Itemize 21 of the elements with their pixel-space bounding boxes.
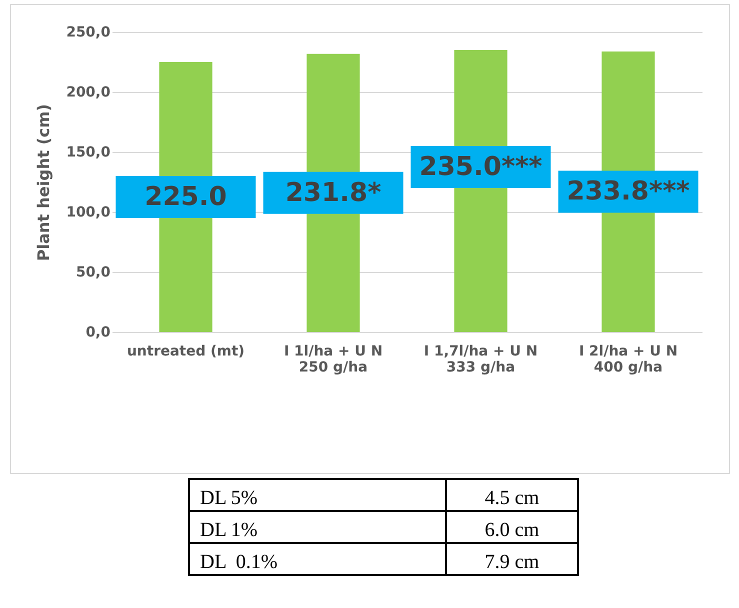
text: 4.5 cm [446, 479, 578, 511]
x-tick-label: I 1l/ha + U N 250 g/ha [284, 344, 383, 376]
text: DL 1% [189, 511, 446, 543]
text: 6.0 cm [446, 511, 578, 543]
y-tick-label: 150,0 [66, 144, 111, 160]
text: 7.9 cm [446, 543, 578, 575]
x-tick-label: I 1,7l/ha + U N 333 g/ha [424, 344, 538, 376]
data-label: 233.8*** [566, 176, 690, 207]
y-tick-label: 0,0 [86, 324, 111, 340]
data-label: 231.8* [285, 178, 382, 208]
text: DL 0.1% [189, 543, 446, 575]
y-tick-label: 250,0 [66, 24, 111, 40]
text: DL 5% [189, 479, 446, 511]
y-tick-label: 50,0 [76, 264, 111, 280]
y-axis-title: Plant height (cm) [34, 104, 54, 262]
data-label: 235.0*** [419, 152, 543, 182]
y-tick-label: 200,0 [66, 84, 111, 100]
x-tick-label: I 2l/ha + U N 400 g/ha [578, 344, 678, 376]
y-tick-label: 100,0 [66, 204, 111, 220]
data-label: 225.0 [144, 182, 227, 212]
x-tick-label: untreated (mt) [126, 344, 245, 360]
